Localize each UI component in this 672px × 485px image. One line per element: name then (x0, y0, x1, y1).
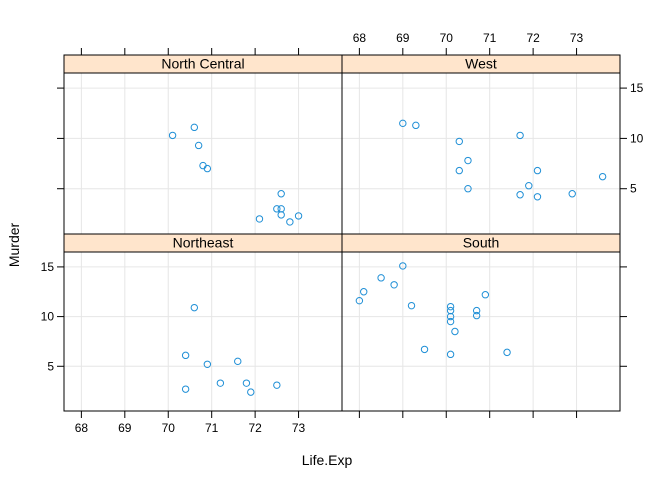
data-point (446, 350, 455, 359)
panel-strip-label: West (465, 56, 497, 72)
data-point (355, 296, 364, 305)
x-axis-label: Life.Exp (302, 452, 353, 468)
data-point (451, 327, 459, 336)
x-tick-label: 68 (75, 421, 89, 435)
y-tick-label: 10 (630, 131, 644, 145)
data-point (181, 385, 190, 393)
data-point (190, 303, 199, 312)
data-point (516, 131, 524, 140)
data-point (420, 345, 429, 354)
data-point (568, 190, 576, 198)
x-tick-label: 69 (396, 31, 410, 45)
strip-layer: North Central West Northeast South (63, 54, 621, 253)
data-point (247, 388, 255, 396)
points-layer (168, 119, 607, 396)
y-axis-label: Murder (6, 222, 22, 267)
data-point (464, 185, 472, 193)
x-tick-label: 72 (248, 421, 262, 435)
y-tick-label: 10 (41, 310, 55, 324)
data-point (399, 119, 407, 128)
data-point (472, 311, 481, 320)
data-point (277, 205, 285, 213)
x-tick-label: 70 (440, 31, 454, 45)
data-point (399, 262, 407, 270)
data-point (203, 360, 212, 368)
data-point (277, 190, 285, 198)
data-point (286, 218, 294, 226)
x-tick-label: 71 (205, 421, 219, 435)
grid-layer (64, 73, 620, 411)
x-tick-label: 73 (292, 421, 306, 435)
data-point (390, 281, 398, 289)
data-point (464, 156, 472, 165)
data-point (168, 131, 177, 140)
data-point (234, 357, 242, 366)
panel-strip-label: North Central (161, 56, 244, 72)
y-tick-label: 5 (630, 182, 637, 196)
data-point (516, 191, 524, 199)
data-point (598, 172, 607, 181)
data-point (407, 301, 416, 310)
data-point (481, 291, 490, 299)
data-point (455, 166, 463, 175)
data-point (533, 166, 542, 175)
data-point (203, 164, 212, 173)
data-point (273, 205, 281, 213)
data-point (377, 274, 385, 282)
data-point (533, 193, 542, 201)
data-point (455, 137, 463, 146)
panel-strip-label: Northeast (173, 235, 234, 251)
panel-strip-label: South (463, 235, 500, 251)
data-point (412, 121, 420, 130)
y-tick-label: 15 (630, 81, 644, 95)
data-point (472, 306, 481, 315)
data-point (446, 302, 455, 311)
frame-layer (63, 54, 621, 412)
data-point (360, 288, 368, 296)
data-point (294, 212, 303, 220)
data-point (446, 306, 455, 315)
data-point (194, 141, 203, 150)
x-tick-label: 73 (570, 31, 584, 45)
data-point (525, 182, 533, 190)
data-point (446, 317, 455, 326)
y-tick-label: 5 (47, 359, 54, 373)
axis-layer: 68 68 69 69 70 70 71 71 72 72 73 73 5 5 10 10 15 15 (41, 31, 644, 435)
x-tick-label: 72 (526, 31, 540, 45)
data-point (277, 211, 285, 219)
data-point (181, 351, 190, 360)
data-point (503, 348, 511, 357)
x-tick-label: 68 (353, 31, 367, 45)
data-point (273, 381, 281, 389)
x-tick-label: 70 (162, 421, 176, 435)
y-tick-label: 15 (41, 260, 55, 274)
data-point (190, 123, 199, 132)
x-tick-label: 71 (483, 31, 497, 45)
data-point (242, 379, 251, 387)
data-point (255, 215, 264, 223)
x-tick-label: 69 (118, 421, 132, 435)
data-point (216, 379, 225, 387)
